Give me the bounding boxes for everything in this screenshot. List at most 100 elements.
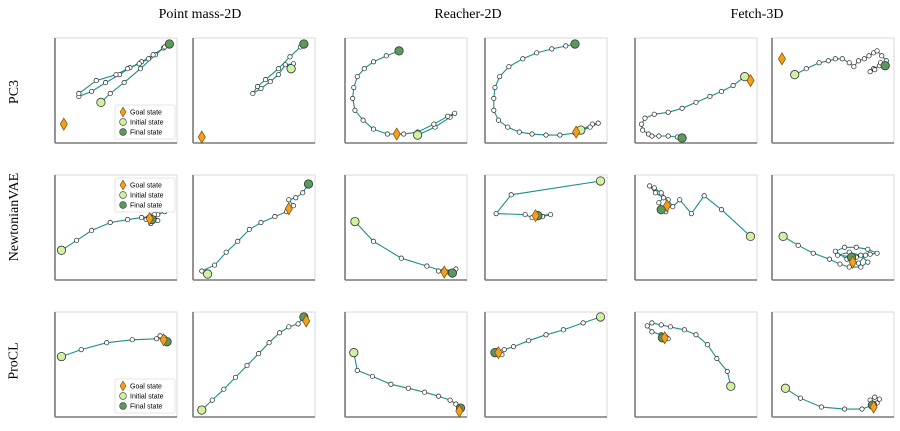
waypoint-marker — [874, 48, 880, 54]
final-state-marker — [394, 46, 404, 56]
waypoint-marker — [383, 53, 389, 59]
column-title-pointmass: Point mass-2D — [158, 7, 242, 22]
waypoint-marker — [642, 115, 648, 121]
waypoint-marker — [549, 46, 555, 52]
waypoint-marker — [129, 337, 135, 343]
waypoint-marker — [853, 244, 859, 250]
waypoint-marker — [718, 207, 725, 213]
waypoint-marker — [638, 121, 645, 127]
waypoint-marker — [837, 261, 843, 267]
waypoint-marker — [795, 242, 801, 248]
waypoint-marker — [652, 190, 658, 196]
legend-final-label: Final state — [130, 403, 162, 410]
waypoint-marker — [370, 59, 377, 65]
plot-panel — [634, 311, 758, 418]
waypoint-marker — [491, 95, 497, 101]
waypoint-marker — [150, 52, 156, 58]
panel-frame — [634, 37, 758, 144]
waypoint-marker — [107, 220, 113, 226]
waypoint-marker — [867, 251, 873, 257]
legend-goal-label: Goal state — [130, 109, 162, 116]
waypoint-marker — [580, 320, 586, 326]
waypoint-marker — [560, 327, 566, 333]
waypoint-marker — [665, 133, 671, 139]
panel-frame — [344, 37, 468, 144]
trajectory-line — [352, 50, 456, 136]
waypoint-marker — [693, 332, 699, 338]
waypoint-marker — [286, 197, 292, 203]
panel-frame — [771, 174, 895, 281]
waypoint-marker — [361, 66, 367, 72]
waypoint-marker — [835, 252, 841, 258]
waypoint-marker — [246, 226, 252, 233]
waypoint-marker — [501, 347, 507, 353]
waypoint-marker — [352, 107, 358, 113]
waypoint-marker — [369, 373, 375, 379]
waypoint-marker — [679, 105, 685, 111]
waypoint-marker — [354, 367, 360, 373]
waypoint-marker — [660, 195, 667, 201]
panel-frame — [344, 174, 468, 281]
goal-state-marker — [159, 333, 168, 347]
trajectory-line — [640, 76, 746, 139]
waypoint-marker — [647, 183, 653, 189]
waypoint-marker — [272, 214, 278, 220]
legend-initial-icon — [119, 118, 127, 126]
legend-box — [114, 378, 176, 414]
plot-panel — [192, 311, 316, 418]
waypoint-marker — [93, 78, 99, 84]
waypoint-marker — [543, 132, 549, 138]
panel-frame — [192, 174, 316, 281]
plot-panel — [344, 311, 468, 418]
waypoint-marker — [422, 389, 428, 395]
plot-panel — [771, 311, 895, 418]
waypoint-marker — [543, 332, 549, 338]
panel-frame — [484, 174, 608, 281]
waypoint-marker — [78, 347, 84, 353]
initial-state-marker — [286, 64, 296, 74]
waypoint-marker — [656, 200, 662, 206]
initial-state-marker — [726, 381, 736, 391]
legend-goal-label: Goal state — [130, 182, 162, 189]
waypoint-marker — [89, 227, 95, 234]
waypoint-marker — [707, 93, 713, 99]
legend-goal-icon — [119, 380, 127, 392]
waypoint-marker — [522, 212, 528, 218]
goal-state-marker — [302, 314, 311, 328]
waypoint-marker — [865, 246, 871, 252]
waypoint-marker — [276, 330, 283, 336]
waypoint-marker — [587, 124, 593, 130]
waypoint-marker — [846, 264, 852, 270]
waypoint-marker — [867, 69, 873, 75]
waypoint-marker — [452, 110, 458, 116]
plot-panel — [771, 37, 895, 144]
waypoint-marker — [350, 95, 356, 101]
waypoint-marker — [510, 344, 517, 350]
initial-state-marker — [412, 130, 423, 140]
waypoint-marker — [825, 58, 831, 64]
waypoint-marker — [876, 396, 882, 402]
initial-state-marker — [56, 351, 67, 362]
trajectory-line — [200, 183, 309, 275]
waypoint-marker — [505, 124, 511, 130]
waypoint-marker — [136, 61, 142, 67]
waypoint-marker — [658, 190, 664, 196]
waypoint-marker — [370, 238, 377, 244]
trajectory-line — [354, 221, 457, 274]
waypoint-marker — [388, 381, 394, 387]
final-state-marker — [299, 39, 309, 49]
waypoint-marker — [267, 79, 273, 85]
plot-panel — [771, 174, 895, 281]
initial-state-marker — [780, 383, 791, 393]
initial-state-marker — [96, 97, 106, 107]
waypoint-marker — [492, 84, 498, 91]
legend: Goal state Initial state Final state — [114, 378, 176, 414]
legend-initial-icon — [119, 392, 127, 400]
legend-final-label: Final state — [130, 129, 162, 136]
legend-initial-label: Initial state — [130, 119, 164, 126]
waypoint-marker — [705, 342, 711, 348]
waypoint-marker — [113, 72, 119, 78]
plot-panel — [484, 37, 608, 144]
waypoint-marker — [221, 386, 227, 392]
